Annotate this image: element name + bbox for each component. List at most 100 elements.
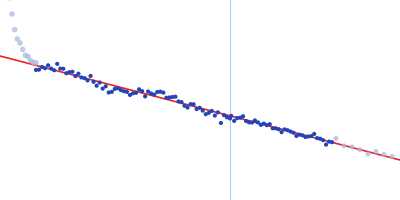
Point xyxy=(100,87,106,90)
Point xyxy=(157,90,164,93)
Point xyxy=(320,139,326,142)
Point xyxy=(154,90,160,94)
Point xyxy=(94,84,100,87)
Point xyxy=(96,81,103,84)
Point xyxy=(151,93,158,96)
Point xyxy=(172,95,179,98)
Point xyxy=(106,91,112,94)
Point xyxy=(66,71,72,74)
Point xyxy=(81,77,88,80)
Point xyxy=(60,67,66,70)
Point xyxy=(36,68,42,71)
Point xyxy=(75,72,82,75)
Point xyxy=(323,143,329,146)
Point xyxy=(57,67,64,70)
Point xyxy=(218,121,224,125)
Point xyxy=(228,114,234,118)
Point xyxy=(45,64,51,67)
Point xyxy=(212,114,218,117)
Point xyxy=(227,117,233,120)
Point xyxy=(124,90,130,94)
Point xyxy=(224,116,230,119)
Point xyxy=(163,96,170,99)
Point xyxy=(284,129,291,132)
Point xyxy=(357,148,363,151)
Point xyxy=(305,135,312,138)
Point xyxy=(308,135,314,138)
Point xyxy=(252,119,258,122)
Point xyxy=(243,119,249,123)
Point xyxy=(90,80,97,83)
Point xyxy=(108,90,115,93)
Point xyxy=(54,62,60,65)
Point xyxy=(246,121,252,124)
Point xyxy=(118,89,124,92)
Point xyxy=(63,72,70,75)
Point xyxy=(206,111,212,114)
Point xyxy=(142,95,148,98)
Point xyxy=(272,127,279,130)
Point xyxy=(270,127,276,130)
Point xyxy=(329,141,335,144)
Point xyxy=(178,101,185,104)
Point xyxy=(187,102,194,106)
Point xyxy=(69,70,76,73)
Point xyxy=(148,92,154,95)
Point xyxy=(78,76,85,79)
Point xyxy=(28,59,34,62)
Point xyxy=(278,131,285,134)
Point xyxy=(317,137,323,140)
Point xyxy=(17,41,23,45)
Point xyxy=(14,37,20,41)
Point xyxy=(33,61,39,64)
Point xyxy=(258,123,264,126)
Point xyxy=(121,90,127,93)
Point xyxy=(51,69,57,72)
Point xyxy=(72,74,79,78)
Point xyxy=(130,92,136,95)
Point xyxy=(314,137,320,140)
Point xyxy=(293,134,300,138)
Point xyxy=(261,122,267,125)
Point xyxy=(234,116,240,120)
Point xyxy=(231,119,237,122)
Point xyxy=(22,54,28,57)
Point xyxy=(136,88,142,91)
Point xyxy=(281,128,288,131)
Point xyxy=(264,124,270,127)
Point xyxy=(9,12,15,16)
Point xyxy=(20,48,26,51)
Point xyxy=(326,140,332,143)
Point xyxy=(215,111,221,114)
Point xyxy=(221,114,227,117)
Point xyxy=(196,106,203,109)
Point xyxy=(145,90,151,93)
Point xyxy=(190,103,197,106)
Point xyxy=(181,104,188,107)
Point xyxy=(341,144,347,147)
Point xyxy=(296,133,302,136)
Point xyxy=(133,91,139,94)
Point xyxy=(389,155,395,158)
Point xyxy=(84,79,91,82)
Point xyxy=(249,121,255,124)
Point xyxy=(25,55,31,58)
Point xyxy=(194,107,200,111)
Point xyxy=(39,65,45,69)
Point xyxy=(302,135,308,139)
Point xyxy=(311,132,318,136)
Point xyxy=(290,131,297,134)
Point xyxy=(112,87,118,91)
Point xyxy=(48,67,54,70)
Point xyxy=(299,134,306,137)
Point xyxy=(237,116,243,119)
Point xyxy=(266,123,273,126)
Point xyxy=(255,121,261,124)
Point xyxy=(175,100,182,103)
Point xyxy=(87,74,94,78)
Point xyxy=(365,152,371,156)
Point xyxy=(333,137,339,140)
Point xyxy=(276,128,282,131)
Point xyxy=(373,150,379,153)
Point xyxy=(42,67,48,70)
